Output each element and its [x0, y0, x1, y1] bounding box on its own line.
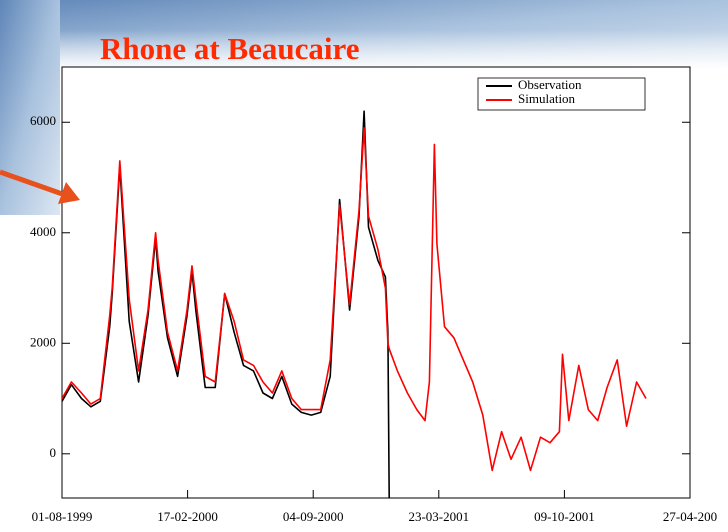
- x-tick-label: 27-04-200: [663, 509, 717, 524]
- legend: [477, 77, 646, 111]
- plot-frame: [61, 66, 691, 499]
- x-tick-label: 17-02-2000: [157, 509, 218, 524]
- y-tick-label: 0: [50, 445, 57, 460]
- x-tick-label: 01-08-1999: [32, 509, 93, 524]
- legend-label: Observation: [518, 77, 582, 92]
- y-tick-label: 4000: [30, 224, 56, 239]
- arrow: [0, 169, 69, 199]
- background-fade: [60, 30, 728, 70]
- x-tick-label: 04-09-2000: [283, 509, 344, 524]
- x-tick-label: 23-03-2001: [408, 509, 469, 524]
- arrow-head: [58, 182, 80, 204]
- background-image: [0, 0, 60, 215]
- chart-title: Rhone at Beaucaire: [100, 31, 359, 66]
- series-line: [62, 127, 647, 472]
- y-tick-label: 6000: [30, 113, 56, 128]
- legend-label: Simulation: [518, 91, 576, 106]
- x-tick-label: 09-10-2001: [534, 509, 595, 524]
- y-tick-label: 2000: [30, 334, 56, 349]
